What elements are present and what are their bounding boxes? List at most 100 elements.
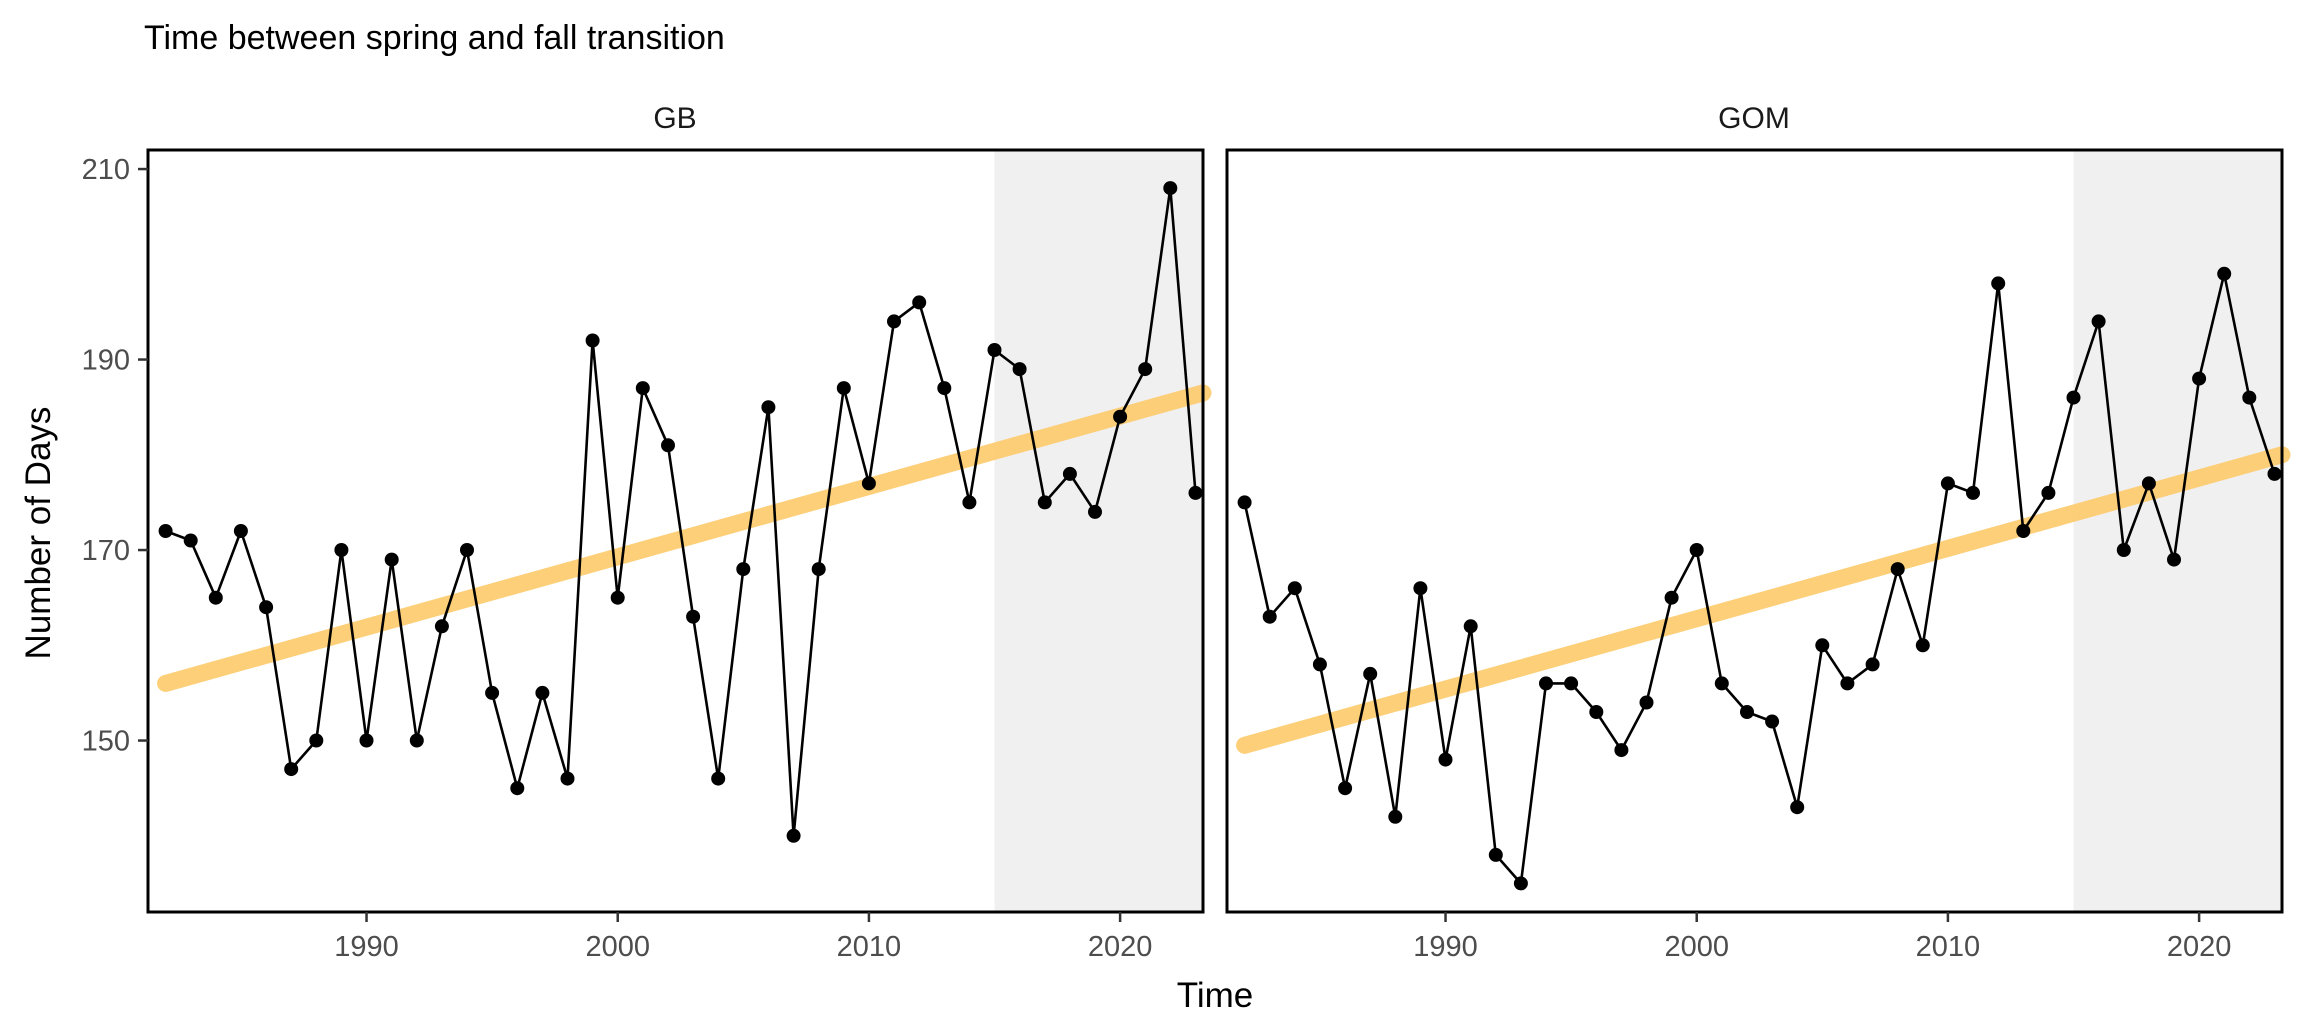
data-point xyxy=(183,533,198,548)
panel-border-gom xyxy=(1225,148,2284,914)
y-tick-label: 150 xyxy=(82,726,130,758)
data-point xyxy=(1012,362,1027,377)
data-point xyxy=(786,828,801,843)
x-tick-label: 1990 xyxy=(334,931,399,963)
data-point xyxy=(1312,657,1327,672)
series-line-gb xyxy=(165,186,1197,838)
data-point xyxy=(1940,476,1955,491)
data-point xyxy=(1991,276,2006,291)
x-tick-label: 2010 xyxy=(837,931,902,963)
x-tick-label: 2000 xyxy=(585,931,650,963)
data-point xyxy=(2016,524,2031,538)
data-point xyxy=(2242,390,2257,405)
data-point xyxy=(434,619,449,634)
points-gb xyxy=(158,181,1203,843)
data-point xyxy=(1890,562,1905,577)
x-tick-label: 2020 xyxy=(2167,931,2232,963)
strip-label-gom: GOM xyxy=(1718,102,1790,135)
trend-line-gb xyxy=(157,384,1212,692)
data-point xyxy=(2267,466,2282,481)
panel-gom: GOM 1990 2000 2010 2020 xyxy=(1225,102,2291,963)
data-point xyxy=(1488,847,1503,862)
data-point xyxy=(1163,181,1178,196)
data-point xyxy=(1564,676,1579,691)
data-point xyxy=(887,314,901,329)
data-point xyxy=(1287,581,1302,596)
data-point xyxy=(1966,485,1980,500)
chart-title: Time between spring and fall transition xyxy=(144,19,725,57)
x-ticks-gom: 1990 2000 2010 2020 xyxy=(1413,912,2231,963)
data-point xyxy=(359,733,374,748)
data-point xyxy=(2141,476,2156,491)
y-axis: 150 170 190 210 xyxy=(82,154,148,758)
data-point xyxy=(1113,409,1128,424)
data-point xyxy=(1188,485,1203,500)
data-point xyxy=(1237,495,1252,510)
data-point xyxy=(208,590,223,605)
data-point xyxy=(1037,495,1052,510)
trend-line-gom xyxy=(1236,446,2291,754)
data-point xyxy=(1338,781,1353,796)
panel-border-gb xyxy=(146,148,1205,914)
data-point xyxy=(1614,743,1629,758)
data-point xyxy=(1088,504,1102,519)
data-point xyxy=(2217,266,2232,281)
y-tick-label: 210 xyxy=(82,154,130,186)
data-point xyxy=(1062,466,1077,481)
data-point xyxy=(686,609,701,624)
data-point xyxy=(535,685,550,700)
data-point xyxy=(510,781,525,796)
y-tick-label: 170 xyxy=(82,535,130,567)
x-tick-label: 2010 xyxy=(1916,931,1981,963)
data-point xyxy=(384,552,399,567)
x-ticks-gb: 1990 2000 2010 2020 xyxy=(334,912,1152,963)
data-point xyxy=(1463,619,1478,634)
data-point xyxy=(2192,371,2207,386)
data-point xyxy=(1513,876,1528,891)
y-axis-title: Number of Days xyxy=(19,407,58,660)
data-point xyxy=(485,685,500,700)
data-point xyxy=(334,543,349,557)
data-point xyxy=(1915,638,1930,653)
panel-gb: GB 1990 2000 2010 2020 xyxy=(146,102,1212,963)
data-point xyxy=(1790,800,1805,815)
data-point xyxy=(259,600,274,615)
data-point xyxy=(158,524,173,538)
data-point xyxy=(460,543,474,557)
data-point xyxy=(2066,390,2081,405)
data-point xyxy=(2091,314,2106,329)
data-point xyxy=(284,762,299,777)
shaded-period-gb xyxy=(994,150,1203,912)
data-point xyxy=(1865,657,1880,672)
data-point xyxy=(1388,809,1403,824)
data-point xyxy=(1589,705,1604,719)
y-tick-label: 190 xyxy=(82,345,130,377)
x-axis-title: Time xyxy=(1177,976,1253,1015)
data-point xyxy=(635,381,650,396)
data-point xyxy=(233,524,248,538)
data-point xyxy=(1689,543,1704,557)
data-point xyxy=(309,733,324,748)
data-point xyxy=(560,771,575,786)
data-point xyxy=(1539,676,1553,691)
data-point xyxy=(2167,552,2181,567)
data-point xyxy=(1740,705,1754,719)
data-point xyxy=(711,771,726,786)
data-point xyxy=(1138,362,1153,377)
data-point xyxy=(937,381,952,396)
x-tick-label: 2020 xyxy=(1088,931,1153,963)
data-point xyxy=(836,381,851,396)
data-point xyxy=(811,562,826,577)
data-point xyxy=(761,400,776,415)
data-point xyxy=(2041,485,2056,500)
strip-label-gb: GB xyxy=(653,102,696,135)
data-point xyxy=(1815,638,1830,653)
data-point xyxy=(736,562,751,577)
data-point xyxy=(912,295,927,310)
data-point xyxy=(1438,752,1453,767)
data-point xyxy=(610,590,625,605)
points-gom xyxy=(1237,266,2282,891)
data-point xyxy=(1413,581,1428,596)
data-point xyxy=(1639,695,1654,710)
